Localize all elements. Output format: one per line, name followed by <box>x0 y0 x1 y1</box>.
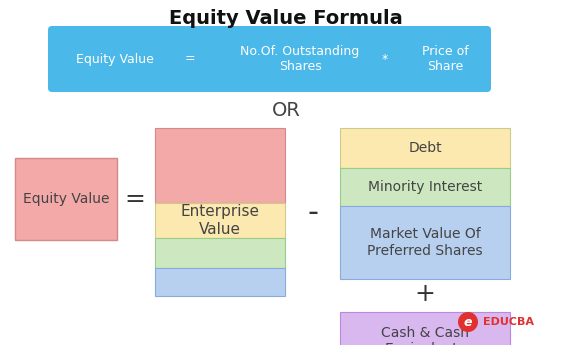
Text: Equity Value Formula: Equity Value Formula <box>169 9 403 28</box>
Text: Enterprise
Value: Enterprise Value <box>180 204 260 237</box>
FancyBboxPatch shape <box>340 168 510 206</box>
FancyBboxPatch shape <box>340 128 510 168</box>
Text: =: = <box>124 187 146 211</box>
Text: Market Value Of
Preferred Shares: Market Value Of Preferred Shares <box>367 227 483 258</box>
Text: Cash & Cash
Equivalents: Cash & Cash Equivalents <box>381 326 469 345</box>
Text: =: = <box>185 52 195 66</box>
Text: Price of
Share: Price of Share <box>422 45 468 73</box>
Text: OR: OR <box>272 100 300 119</box>
Text: e: e <box>464 315 472 328</box>
Text: Equity Value: Equity Value <box>76 52 154 66</box>
FancyBboxPatch shape <box>340 312 510 345</box>
FancyBboxPatch shape <box>155 128 285 203</box>
Text: Minority Interest: Minority Interest <box>368 180 482 194</box>
Text: EDUCBA: EDUCBA <box>483 317 534 327</box>
FancyBboxPatch shape <box>155 238 285 268</box>
FancyBboxPatch shape <box>15 158 117 240</box>
FancyBboxPatch shape <box>340 206 510 279</box>
FancyBboxPatch shape <box>48 26 491 92</box>
FancyBboxPatch shape <box>155 268 285 296</box>
Text: *: * <box>382 52 388 66</box>
Text: +: + <box>414 282 435 306</box>
Text: Debt: Debt <box>408 141 442 155</box>
Text: No.Of. Outstanding
Shares: No.Of. Outstanding Shares <box>241 45 360 73</box>
Text: -: - <box>308 197 319 227</box>
Circle shape <box>458 312 478 332</box>
Text: Equity Value: Equity Value <box>23 192 109 206</box>
FancyBboxPatch shape <box>155 203 285 238</box>
